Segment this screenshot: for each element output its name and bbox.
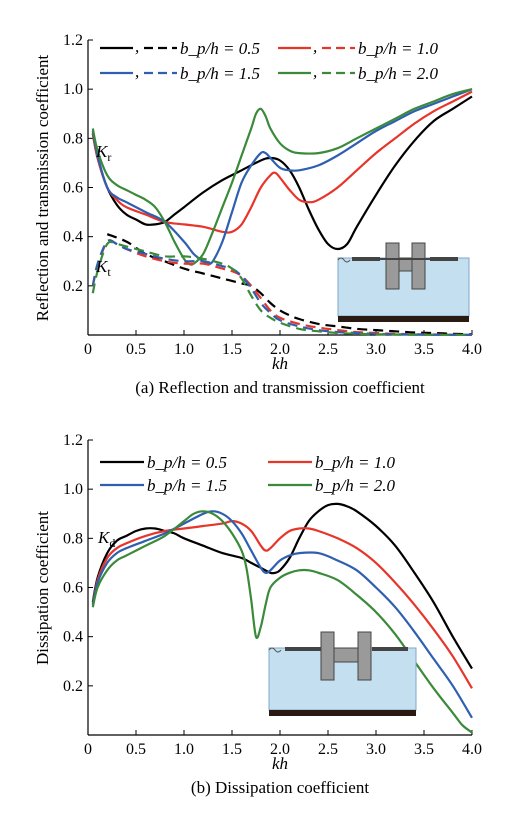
legend-comma-2.0: ,: [313, 62, 317, 81]
series-line-1.0: [91, 520, 473, 689]
panel-b: 0 0.5 1.0 1.5 2.0 2.5 3.0 3.5 4.0 0.2 0.4 0.6 0.8 1.…: [33, 432, 482, 797]
x-tick-label: 0: [84, 341, 92, 358]
schematic-inset: [268, 631, 417, 716]
inset-wave: [268, 647, 282, 653]
legend-label-1.0: b_p/h = 1.0: [315, 453, 395, 472]
y-tick-label: 0.4: [63, 229, 83, 246]
y-tick-label: 0.6: [63, 580, 83, 597]
inset-seabed: [338, 316, 469, 322]
inset-wave: [337, 257, 351, 263]
caption-a: (a) Reflection and transmission coeffici…: [135, 378, 425, 397]
legend-label-0.5: b_p/h = 0.5: [147, 453, 227, 472]
x-tick-label: 1.5: [222, 341, 242, 358]
y-tick-label: 1.0: [63, 81, 83, 98]
inset-pontoon-left: [385, 242, 400, 290]
x-tick-label: 3.5: [414, 741, 434, 758]
transmission-curve-2.0: [91, 240, 472, 336]
caption-b: (b) Dissipation coefficient: [191, 778, 369, 797]
inset-pontoon-right: [411, 242, 426, 290]
legend-label-1.5: b_p/h = 1.5: [147, 476, 227, 495]
transmission-curve-1.5: [91, 239, 472, 336]
x-tick-label: 2.5: [318, 741, 338, 758]
x-tick-label: 3.0: [366, 341, 386, 358]
legend-entry-1.5: , b_p/h = 1.5: [100, 62, 260, 83]
x-ticks: 0 0.5 1.0 1.5 2.0 2.5 3.0 3.5 4.0: [84, 330, 482, 358]
series-layer: [91, 88, 473, 336]
inset-plate-left: [352, 257, 380, 261]
series-line-0.5: [91, 95, 473, 251]
y-tick-label: 1.0: [63, 481, 83, 498]
y-tick-label: 0.8: [63, 530, 83, 547]
x-tick-label: 2.5: [318, 341, 338, 358]
y-axis-title: Reflection and transmission coefficient: [33, 55, 52, 322]
legend-label-1.0: b_p/h = 1.0: [358, 39, 438, 58]
inset-connector: [333, 647, 359, 663]
legend-entry-1.5: b_p/h = 1.5: [100, 476, 227, 495]
annotations: Kr Kt: [95, 142, 111, 279]
y-tick-label: 0.2: [63, 278, 83, 295]
y-axis-title: Dissipation coefficient: [33, 511, 52, 665]
legend-comma-1.5: ,: [135, 62, 139, 81]
legend-entry-0.5: b_p/h = 0.5: [100, 453, 227, 472]
x-tick-label: 1.5: [222, 741, 242, 758]
legend-entry-2.0: b_p/h = 2.0: [268, 476, 395, 495]
series-line-1.0: [91, 90, 473, 234]
y-tick-label: 1.2: [63, 32, 83, 49]
y-ticks: 0.2 0.4 0.6 0.8 1.0 1.2: [63, 32, 93, 295]
schematic-inset: [337, 242, 470, 322]
y-ticks: 0.2 0.4 0.6 0.8 1.0 1.2: [63, 432, 93, 695]
y-tick-label: 0.8: [63, 130, 83, 147]
legend-entry-1.0: b_p/h = 1.0: [268, 453, 395, 472]
legend-label-2.0: b_p/h = 2.0: [315, 476, 395, 495]
x-ticks: 0 0.5 1.0 1.5 2.0 2.5 3.0 3.5 4.0: [84, 730, 482, 758]
legend: , b_p/h = 0.5 , b_p/h = 1.0 , b_p/h = 1.…: [100, 37, 438, 83]
legend-label-1.5: b_p/h = 1.5: [180, 64, 260, 83]
x-tick-label: 3.0: [366, 741, 386, 758]
annotation-kt: Kt: [95, 257, 111, 279]
x-tick-label: 0: [84, 741, 92, 758]
x-tick-label: 4.0: [462, 741, 482, 758]
panel-a: 0 0.5 1.0 1.5 2.0 2.5 3.0 3.5 4.0 0.2 0.4 0.6 0.8 1.…: [33, 32, 482, 397]
y-tick-label: 0.4: [63, 629, 83, 646]
series-line-0.5: [91, 502, 473, 670]
legend-entry-1.0: , b_p/h = 1.0: [278, 37, 438, 58]
annotation-kd: Kd: [97, 528, 115, 550]
legend-label-2.0: b_p/h = 2.0: [358, 64, 438, 83]
series-line-2.0: [91, 510, 473, 734]
x-tick-label: 0.5: [126, 341, 146, 358]
series-line-2.0: [91, 88, 473, 266]
inset-pontoon-left: [320, 631, 335, 681]
annotation-kr: Kr: [95, 142, 111, 164]
annotations: Kd: [97, 528, 115, 550]
legend: b_p/h = 0.5 b_p/h = 1.0 b_p/h = 1.5 b_p/…: [100, 453, 395, 495]
y-tick-label: 0.2: [63, 678, 83, 695]
x-axis-title: kh: [272, 354, 288, 373]
series-layer: [91, 502, 473, 734]
inset-plate-right: [430, 257, 458, 261]
x-tick-label: 4.0: [462, 341, 482, 358]
y-tick-label: 0.6: [63, 180, 83, 197]
y-tick-label: 1.2: [63, 432, 83, 449]
series-line-1.5: [91, 88, 473, 265]
series-line-1.5: [91, 510, 473, 719]
x-axis-title: kh: [272, 754, 288, 773]
x-tick-label: 3.5: [414, 341, 434, 358]
legend-comma-0.5: ,: [135, 37, 139, 56]
legend-comma-1.0: ,: [313, 37, 317, 56]
x-tick-label: 2.0: [270, 341, 290, 358]
legend-entry-2.0: , b_p/h = 2.0: [278, 62, 438, 83]
inset-plate-left: [285, 647, 321, 651]
inset-plate-right: [372, 647, 408, 651]
legend-label-0.5: b_p/h = 0.5: [180, 39, 260, 58]
inset-seabed: [269, 710, 416, 716]
legend-entry-0.5: , b_p/h = 0.5: [100, 37, 260, 58]
x-tick-label: 2.0: [270, 741, 290, 758]
x-tick-label: 1.0: [174, 741, 194, 758]
x-tick-label: 1.0: [174, 341, 194, 358]
inset-pontoon-right: [357, 631, 372, 681]
x-tick-label: 0.5: [126, 741, 146, 758]
